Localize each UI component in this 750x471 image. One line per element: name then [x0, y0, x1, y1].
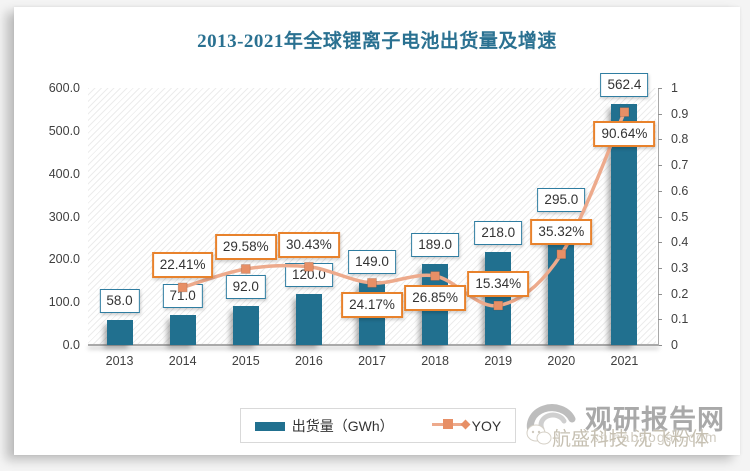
y-axis-label-left: 0.0 [62, 338, 80, 352]
x-axis-line [88, 344, 659, 346]
y-axis-label-left: 300.0 [48, 209, 80, 224]
bar-value-label: 71.0 [162, 283, 203, 308]
bar-value-label: 58.0 [99, 289, 140, 314]
y-axis-label-right: 0.2 [671, 286, 689, 301]
yoy-value-label: 26.85% [404, 284, 467, 311]
right-axis-tick [658, 319, 662, 321]
yoy-value-label: 24.17% [341, 291, 403, 318]
bar-value-label: 189.0 [411, 233, 460, 258]
y-axis-label-right: 0.4 [671, 235, 689, 250]
yoy-value-label: 35.32% [530, 219, 593, 246]
x-axis-label: 2018 [421, 354, 450, 368]
watermark-brand: 观研报告网 [585, 405, 725, 435]
x-axis-label: 2014 [168, 354, 197, 368]
y-axis-label-right: 0 [671, 338, 678, 352]
legend-item-yoy: YOY [431, 417, 502, 434]
y-axis-label-right: 0.3 [671, 260, 689, 275]
legend-label-shipments: 出货量（GWh） [291, 417, 394, 434]
y-axis-label-right: 0.8 [671, 132, 689, 147]
y-axis-label-right: 1 [671, 81, 678, 95]
right-axis-tick [658, 139, 662, 141]
yoy-value-label: 22.41% [151, 252, 214, 279]
bar-swatch-icon [254, 421, 285, 431]
legend: 出货量（GWh） YOY [240, 408, 516, 443]
watermark-url: chinabaogao.com [592, 429, 718, 445]
bar-value-label: 218.0 [474, 220, 523, 245]
yoy-value-label: 90.64% [593, 121, 656, 148]
x-axis-label: 2020 [547, 354, 576, 368]
legend-label-yoy: YOY [471, 417, 502, 434]
y-axis-label-right: 0.9 [671, 106, 689, 121]
y-axis-label-left: 100.0 [48, 295, 80, 310]
y-axis-label-left: 400.0 [48, 166, 80, 181]
bar [169, 314, 196, 345]
bar [232, 305, 259, 345]
x-axis-label: 2015 [231, 354, 260, 368]
bar-value-label: 295.0 [537, 187, 586, 212]
y-axis-label-right: 0.5 [671, 209, 689, 224]
x-axis-label: 2017 [358, 354, 386, 368]
watermark: 观研报告网 chinabaogao.com 航盛科技 沈飞粉体 [522, 393, 750, 463]
bar-value-label: 149.0 [348, 250, 396, 275]
right-axis-tick [658, 216, 662, 218]
bar [485, 251, 512, 345]
wechat-icon [526, 424, 552, 445]
legend-item-shipments: 出货量（GWh） [254, 416, 394, 436]
bar [295, 293, 322, 345]
swirl-logo-icon [526, 404, 576, 437]
y-axis-label-right: 0.7 [671, 158, 689, 173]
right-axis-tick [658, 190, 662, 192]
yoy-value-label: 30.43% [277, 231, 340, 258]
y-axis-label-left: 200.0 [48, 252, 80, 267]
x-axis-label: 2019 [484, 354, 513, 368]
bar-value-label: 562.4 [600, 73, 649, 98]
bar-value-label: 92.0 [225, 274, 266, 299]
right-axis-tick [658, 88, 662, 89]
bar [106, 320, 133, 345]
line-marker-swatch-icon [431, 418, 471, 431]
right-axis-tick [658, 293, 662, 295]
y-axis-label-left: 500.0 [48, 123, 80, 138]
x-axis-label: 2013 [105, 354, 134, 368]
y-axis-label-right: 0.6 [671, 183, 689, 198]
y-axis-label-left: 600.0 [48, 81, 80, 95]
yoy-value-label: 29.58% [214, 233, 277, 260]
x-axis-label: 2016 [294, 354, 323, 368]
right-axis-tick [658, 345, 662, 346]
right-axis-tick [658, 242, 662, 244]
bar-value-label: 120.0 [284, 262, 333, 287]
right-axis-tick [658, 267, 662, 269]
x-axis-label: 2021 [610, 354, 639, 368]
yoy-value-label: 15.34% [467, 270, 530, 297]
y-axis-label-right: 0.1 [671, 312, 689, 327]
watermark-overlay-text: 航盛科技 沈飞粉体 [552, 429, 710, 450]
right-axis-tick [658, 113, 662, 115]
chart-title: 2013-2021年全球锂离子电池出货量及增速 [197, 31, 557, 52]
right-axis-tick [658, 165, 662, 167]
